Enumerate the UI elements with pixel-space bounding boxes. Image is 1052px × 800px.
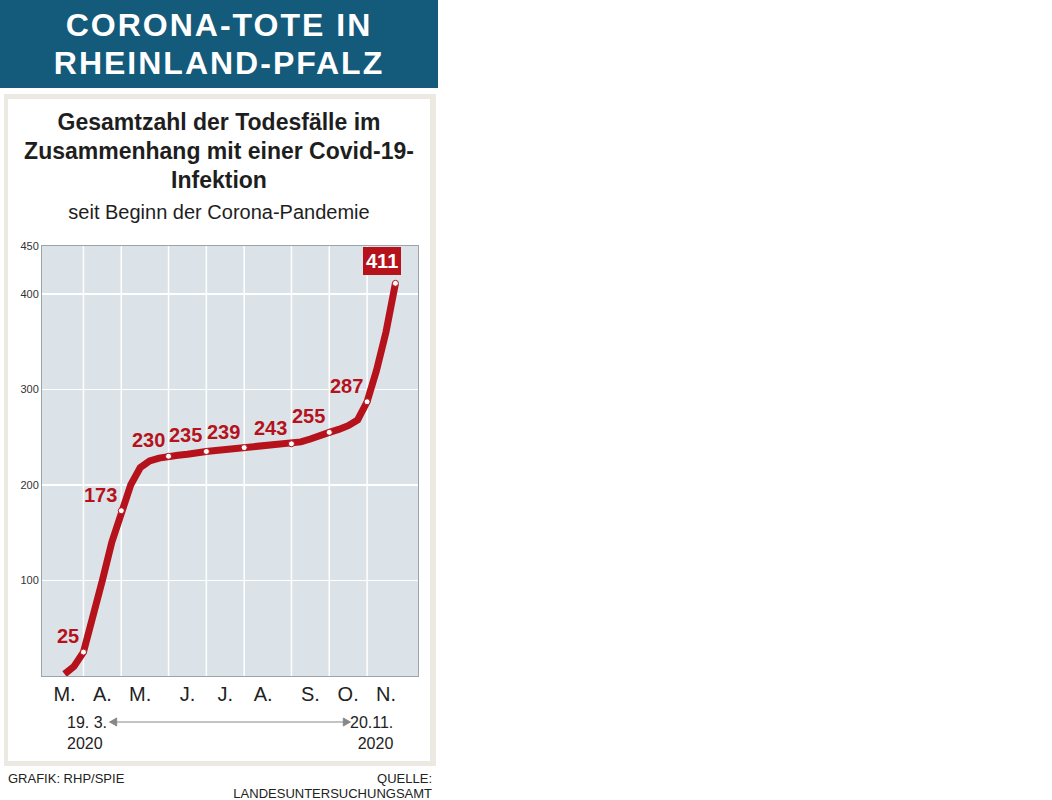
svg-text:A.: A.	[254, 683, 273, 705]
svg-text:255: 255	[292, 405, 325, 427]
svg-text:239: 239	[207, 421, 240, 443]
html-text:GRAFIK: RHP/SPIE: GRAFIK: RHP/SPIE	[8, 771, 125, 786]
svg-text:300: 300	[20, 383, 38, 395]
html-text:CORONA-TOTE IN RHEINLAND-PFALZ: CORONA-TOTE IN RHEINLAND-PFALZ	[53, 7, 385, 81]
svg-text:200: 200	[20, 479, 38, 491]
html-text:QUELLE: LANDESUNTERSUCHUNGSAMT: QUELLE: LANDESUNTERSUCHUNGSAMT	[233, 771, 432, 800]
svg-text:M.: M.	[53, 683, 75, 705]
svg-text:235: 235	[169, 424, 202, 446]
svg-text:J.: J.	[217, 683, 233, 705]
svg-text:400: 400	[20, 288, 38, 300]
svg-text:450: 450	[20, 240, 38, 252]
svg-text:243: 243	[254, 417, 287, 439]
svg-text:25: 25	[57, 625, 79, 647]
svg-text:19. 3.2020: 19. 3.2020	[67, 714, 107, 752]
svg-text:100: 100	[20, 574, 38, 586]
svg-text:411: 411	[366, 250, 398, 272]
svg-text:N.: N.	[376, 683, 396, 705]
svg-text:20.11.2020: 20.11.2020	[350, 714, 393, 752]
svg-text:230: 230	[132, 429, 165, 451]
svg-text:287: 287	[330, 375, 363, 397]
svg-text:M.: M.	[129, 683, 151, 705]
svg-text:O.: O.	[338, 683, 359, 705]
html-text:seit Beginn der Corona-Pandemi: seit Beginn der Corona-Pandemie	[68, 201, 370, 223]
svg-text:S.: S.	[301, 683, 320, 705]
svg-text:J.: J.	[180, 683, 196, 705]
html-text:Gesamtzahl der Todesfälle im Z: Gesamtzahl der Todesfälle im Zusammenhan…	[24, 109, 414, 193]
svg-text:A.: A.	[93, 683, 112, 705]
svg-text:173: 173	[84, 484, 117, 506]
